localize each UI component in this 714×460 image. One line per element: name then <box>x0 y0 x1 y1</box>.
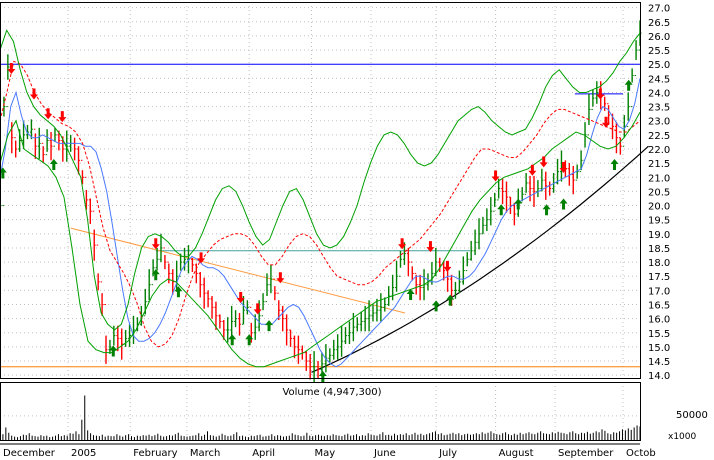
axes: 27.0 26.5 26.0 25.5 25.0 24.5 24.0 23.5 23.0 22.5… <box>0 2 670 459</box>
price-frame <box>0 2 641 379</box>
buy-arrow-icon <box>432 300 441 312</box>
buy-arrow-icon <box>245 334 254 346</box>
price-tick-label: 16.5 <box>648 300 670 311</box>
volume-title: Volume (4,947,300) <box>282 387 381 398</box>
month-label: July <box>438 448 457 459</box>
price-tick-label: 20.5 <box>648 187 670 198</box>
buy-arrow-icon <box>151 269 160 281</box>
volume-grid <box>0 382 640 440</box>
buy-arrow-icon <box>318 371 327 382</box>
buy-arrow-icon <box>446 294 455 306</box>
buy-arrow-icon <box>624 79 633 91</box>
buy-arrow-icon <box>49 158 58 170</box>
month-label: March <box>190 448 220 459</box>
ma-long-line <box>0 60 641 348</box>
sell-arrow-icon <box>602 116 611 128</box>
price-tick-label: 18.0 <box>648 258 670 269</box>
price-tick-label: 19.5 <box>648 216 670 227</box>
sell-arrow-icon <box>29 88 38 100</box>
month-label: April <box>252 448 275 459</box>
price-tick-label: 14.0 <box>648 371 670 382</box>
price-tick-label: 24.5 <box>648 74 670 85</box>
sell-arrow-icon <box>44 108 53 120</box>
buy-arrow-icon <box>542 204 551 216</box>
buy-arrow-icon <box>497 204 506 216</box>
sell-arrow-icon <box>58 111 67 123</box>
month-label: 2005 <box>71 448 96 459</box>
uptrend-line <box>311 145 649 373</box>
price-tick-label: 17.5 <box>648 272 670 283</box>
month-label: Octob <box>626 448 656 459</box>
buy-arrow-icon <box>514 198 523 210</box>
sell-arrow-icon <box>197 252 206 264</box>
volume-panel <box>0 395 641 440</box>
price-tick-label: 15.5 <box>648 329 670 340</box>
price-tick-label: 25.0 <box>648 60 670 71</box>
month-label: September <box>558 448 614 459</box>
sell-arrow-icon <box>276 272 285 284</box>
ma-short-line <box>0 78 641 368</box>
price-grid <box>0 2 640 378</box>
sell-arrow-icon <box>539 156 548 168</box>
price-tick-label: 26.0 <box>648 32 670 43</box>
buy-arrow-icon <box>228 334 237 346</box>
sell-arrow-icon <box>253 303 262 315</box>
volume-tick-label: 50000 <box>676 410 708 421</box>
sell-arrow-icon <box>236 292 245 304</box>
price-tick-label: 18.5 <box>648 244 670 255</box>
price-tick-label: 20.0 <box>648 202 670 213</box>
sell-arrow-icon <box>398 238 407 250</box>
buy-arrow-icon <box>174 286 183 298</box>
price-tick-label: 22.0 <box>648 145 670 156</box>
price-panel <box>0 20 649 383</box>
bollinger-upper-line <box>0 29 641 331</box>
price-tick-label: 27.0 <box>648 4 670 15</box>
volume-unit-label: x1000 <box>668 432 697 442</box>
price-tick-label: 23.5 <box>648 103 670 114</box>
price-tick-label: 25.5 <box>648 46 670 57</box>
price-tick-label: 21.0 <box>648 173 670 184</box>
price-tick-label: 21.5 <box>648 159 670 170</box>
buy-arrow-icon <box>610 158 619 170</box>
price-tick-label: 16.0 <box>648 315 670 326</box>
price-tick-label: 15.0 <box>648 343 670 354</box>
month-label: May <box>315 448 336 459</box>
sell-arrow-icon <box>491 170 500 182</box>
month-label: August <box>499 448 534 459</box>
sell-arrow-icon <box>151 238 160 250</box>
price-tick-label: 23.0 <box>648 117 670 128</box>
price-tick-label: 14.5 <box>648 357 670 368</box>
buy-arrow-icon <box>406 289 415 301</box>
sell-arrow-icon <box>559 161 568 173</box>
price-tick-label: 17.0 <box>648 286 670 297</box>
sell-arrow-icon <box>443 260 452 272</box>
volume-frame <box>0 382 641 441</box>
sell-arrow-icon <box>596 88 605 100</box>
price-tick-label: 22.5 <box>648 131 670 142</box>
sell-arrow-icon <box>426 241 435 253</box>
month-label: December <box>3 448 56 459</box>
buy-arrow-icon <box>109 345 118 357</box>
price-tick-label: 24.0 <box>648 88 670 99</box>
sell-arrow-icon <box>528 164 537 176</box>
downtrend-line <box>70 227 406 314</box>
buy-arrow-icon <box>559 198 568 210</box>
month-label: June <box>373 448 396 459</box>
price-tick-label: 26.5 <box>648 18 670 29</box>
price-tick-label: 19.0 <box>648 230 670 241</box>
sell-arrow-icon <box>7 63 16 75</box>
buy-arrow-icon <box>265 320 274 332</box>
buy-arrow-icon <box>0 167 7 179</box>
month-label: February <box>133 448 177 459</box>
